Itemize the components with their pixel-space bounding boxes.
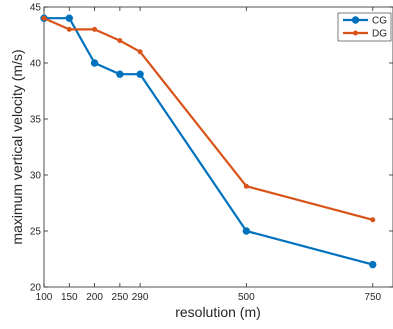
x-tick-label: 100 <box>36 292 53 303</box>
data-point-dg <box>66 26 72 32</box>
data-point-cg <box>116 70 124 78</box>
data-point-dg <box>92 26 98 32</box>
legend: CG DG <box>337 12 392 42</box>
plot-area <box>43 6 393 288</box>
data-point-cg <box>90 59 99 67</box>
y-tick-label: 45 <box>30 3 42 14</box>
y-tick-label: 35 <box>30 115 42 126</box>
x-tick-label: 250 <box>112 292 129 303</box>
x-tick-label: 290 <box>132 292 149 303</box>
x-tick-label: 500 <box>238 292 255 303</box>
x-axis-label: resolution (m) <box>175 304 261 320</box>
data-point-cg <box>136 70 144 78</box>
legend-cg-marker <box>351 16 360 24</box>
data-point-cg <box>242 227 251 235</box>
data-point-dg <box>370 217 376 223</box>
y-axis-label: maximum vertical velocity (m/s) <box>9 49 25 244</box>
data-point-cg <box>369 260 377 269</box>
data-point-dg <box>117 38 123 44</box>
y-tick-label: 25 <box>30 227 42 238</box>
legend-box <box>337 12 392 42</box>
x-tick-label: 200 <box>86 292 103 303</box>
legend-dg-label: DG <box>372 29 387 40</box>
data-point-dg <box>41 15 47 21</box>
y-axis-ticks: 20 25 30 35 40 45 <box>30 3 393 294</box>
y-tick-label: 30 <box>30 171 42 182</box>
x-tick-label: 150 <box>61 292 78 303</box>
x-tick-label: 750 <box>364 292 381 303</box>
legend-cg-label: CG <box>372 16 387 27</box>
y-tick-label: 20 <box>30 283 42 294</box>
series-layer <box>40 14 377 269</box>
x-axis-ticks: 100 150 200 250 290 500 750 <box>36 7 382 303</box>
legend-dg-marker <box>353 30 358 36</box>
data-point-cg <box>65 14 73 22</box>
data-point-dg <box>137 49 143 55</box>
y-tick-label: 40 <box>30 59 42 70</box>
data-point-dg <box>243 183 249 189</box>
